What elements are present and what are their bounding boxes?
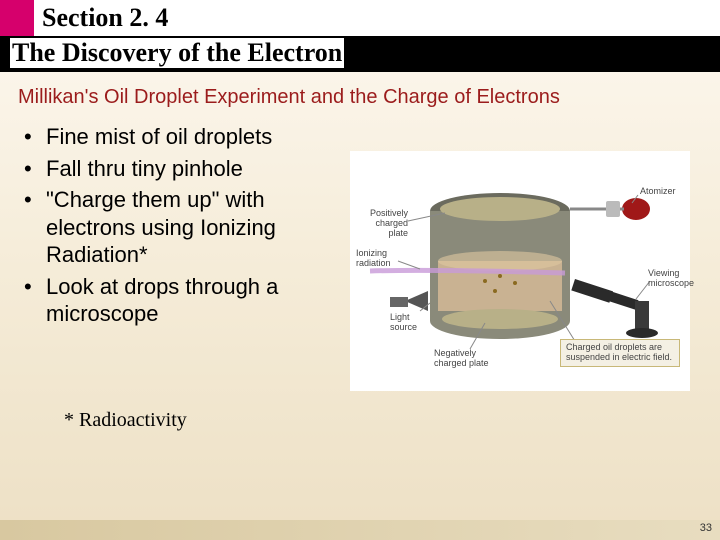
label-atomizer: Atomizer xyxy=(640,187,676,197)
slide-title: The Discovery of the Electron xyxy=(12,38,342,67)
section-title: Section 2. 4 xyxy=(34,0,720,36)
diagram-caption: Charged oil droplets aresuspended in ele… xyxy=(560,339,680,367)
list-item: "Charge them up" with electrons using Io… xyxy=(42,186,338,269)
title-black-bar: The Discovery of the Electron xyxy=(0,36,720,72)
label-ionizing: Ionizingradiation xyxy=(356,249,400,269)
content-row: Fine mist of oil droplets Fall thru tiny… xyxy=(0,117,720,391)
list-item: Look at drops through a microscope xyxy=(42,273,338,328)
footnote: * Radioactivity xyxy=(0,391,720,432)
footer-strip xyxy=(0,520,720,540)
label-pos-plate: Positivelycharged plate xyxy=(362,209,408,239)
magenta-accent-box xyxy=(0,0,34,36)
header-bar: Section 2. 4 xyxy=(0,0,720,36)
label-microscope: Viewingmicroscope xyxy=(648,269,692,289)
list-item: Fall thru tiny pinhole xyxy=(42,155,338,183)
list-item: Fine mist of oil droplets xyxy=(42,123,338,151)
slide-subtitle: Millikan's Oil Droplet Experiment and th… xyxy=(0,72,720,117)
label-light-source: Lightsource xyxy=(390,313,430,333)
millikan-diagram: Positivelycharged plate Ionizingradiatio… xyxy=(350,151,690,391)
label-neg-plate: Negativelycharged plate xyxy=(434,349,504,369)
page-number: 33 xyxy=(700,522,712,534)
bullet-list: Fine mist of oil droplets Fall thru tiny… xyxy=(18,123,338,391)
diagram-container: Positivelycharged plate Ionizingradiatio… xyxy=(338,123,702,391)
